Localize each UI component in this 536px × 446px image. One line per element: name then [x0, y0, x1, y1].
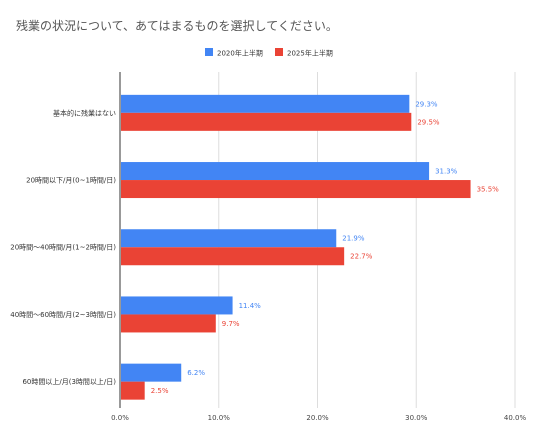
legend-swatch — [275, 48, 283, 56]
legend-swatch — [205, 48, 213, 56]
data-label: 2.5% — [151, 387, 169, 395]
bar — [121, 381, 145, 400]
x-tick-label: 10.0% — [208, 414, 231, 422]
bar — [121, 314, 216, 333]
category-label: 20時間～40時間/月(1~2時間/日) — [10, 244, 116, 252]
category-label: 20時間以下/月(0~1時間/日) — [26, 177, 116, 185]
bar — [121, 229, 337, 248]
bar — [121, 112, 412, 131]
x-tick-label: 30.0% — [405, 414, 428, 422]
x-tick-labels: 0.0% 10.0% 20.0% 30.0% 40.0% — [111, 414, 526, 422]
data-label: 29.5% — [417, 118, 440, 126]
bar — [121, 247, 345, 266]
data-label: 11.4% — [239, 302, 262, 310]
bar — [121, 296, 233, 315]
bar — [121, 180, 471, 199]
bar — [121, 162, 430, 181]
category-label: 基本的に残業はない — [53, 108, 116, 117]
category-label: 60時間以上/月(3時間以上/日) — [22, 377, 116, 386]
legend: 2020年上半期 2025年上半期 — [205, 48, 333, 58]
data-label: 35.5% — [477, 186, 500, 194]
chart-title: 残業の状況について、あてはまるものを選択してください。 — [16, 18, 338, 33]
category-labels: 基本的に残業はない 20時間以下/月(0~1時間/日) 20時間～40時間/月(1~… — [10, 108, 116, 386]
bar — [121, 363, 182, 382]
category-label: 40時間～60時間/月(2~3時間/日) — [10, 311, 116, 319]
legend-label: 2025年上半期 — [287, 49, 333, 58]
x-tick-label: 0.0% — [111, 414, 129, 422]
data-label: 31.3% — [435, 168, 458, 176]
data-label: 9.7% — [222, 320, 240, 328]
data-label: 29.3% — [415, 100, 438, 108]
data-label: 6.2% — [187, 369, 205, 377]
x-tick-label: 20.0% — [306, 414, 329, 422]
legend-label: 2020年上半期 — [217, 49, 263, 58]
data-label: 21.9% — [342, 235, 365, 243]
bars: 29.3% 29.5% 31.3% 35.5% 21.9% 22.7% 11.4% 9.7% 6… — [121, 94, 500, 400]
bar — [121, 94, 410, 113]
x-tick-label: 40.0% — [504, 414, 527, 422]
data-label: 22.7% — [350, 253, 373, 261]
